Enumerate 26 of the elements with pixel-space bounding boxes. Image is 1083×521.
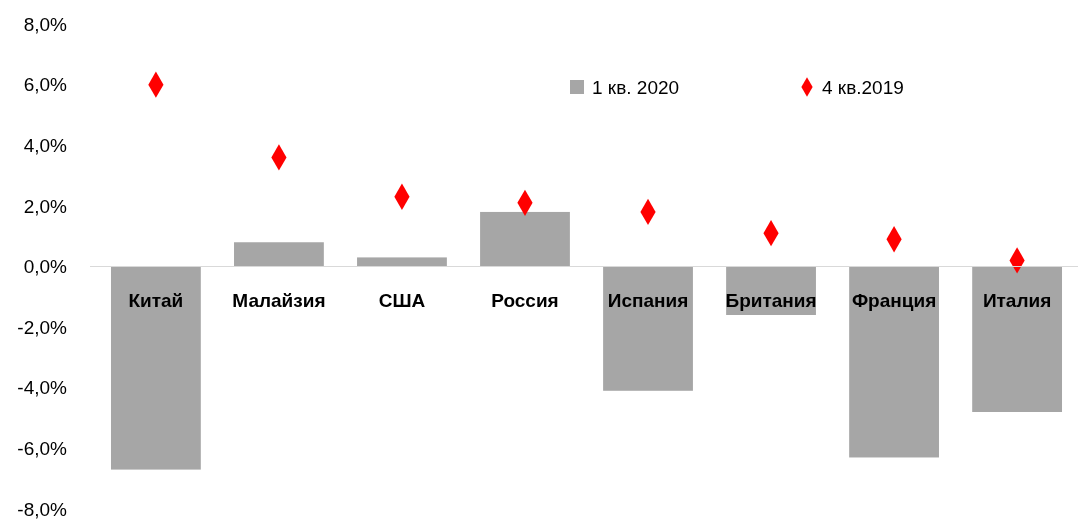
bar: [849, 266, 939, 458]
y-tick-label: -2,0%: [17, 316, 68, 338]
y-tick-label: 8,0%: [23, 13, 68, 35]
x-tick-label: Россия: [491, 289, 559, 311]
x-tick-label: Франция: [851, 289, 937, 311]
y-tick-label: 0,0%: [23, 256, 68, 278]
y-tick-label: -6,0%: [17, 438, 68, 460]
bar: [603, 266, 693, 391]
x-tick-label: Британия: [725, 289, 817, 311]
y-tick-label: 2,0%: [23, 195, 68, 217]
x-tick-label: Китай: [128, 289, 184, 311]
bar: [480, 211, 570, 267]
bar: [110, 266, 201, 470]
x-tick-label: Малайзия: [232, 289, 326, 311]
x-tick-label: США: [378, 289, 426, 311]
legend-label: 4 кв.2019: [822, 76, 904, 98]
bar: [234, 242, 324, 267]
y-tick-label: 4,0%: [23, 134, 68, 156]
legend-label: 1 кв. 2020: [592, 76, 680, 98]
y-tick-label: -4,0%: [17, 377, 68, 399]
bar: [972, 266, 1063, 412]
x-tick-label: Италия: [982, 289, 1052, 311]
bar: [357, 257, 447, 267]
x-tick-label: Испания: [607, 289, 689, 311]
y-tick-label: 6,0%: [23, 74, 68, 96]
y-tick-label: -8,0%: [17, 498, 68, 520]
